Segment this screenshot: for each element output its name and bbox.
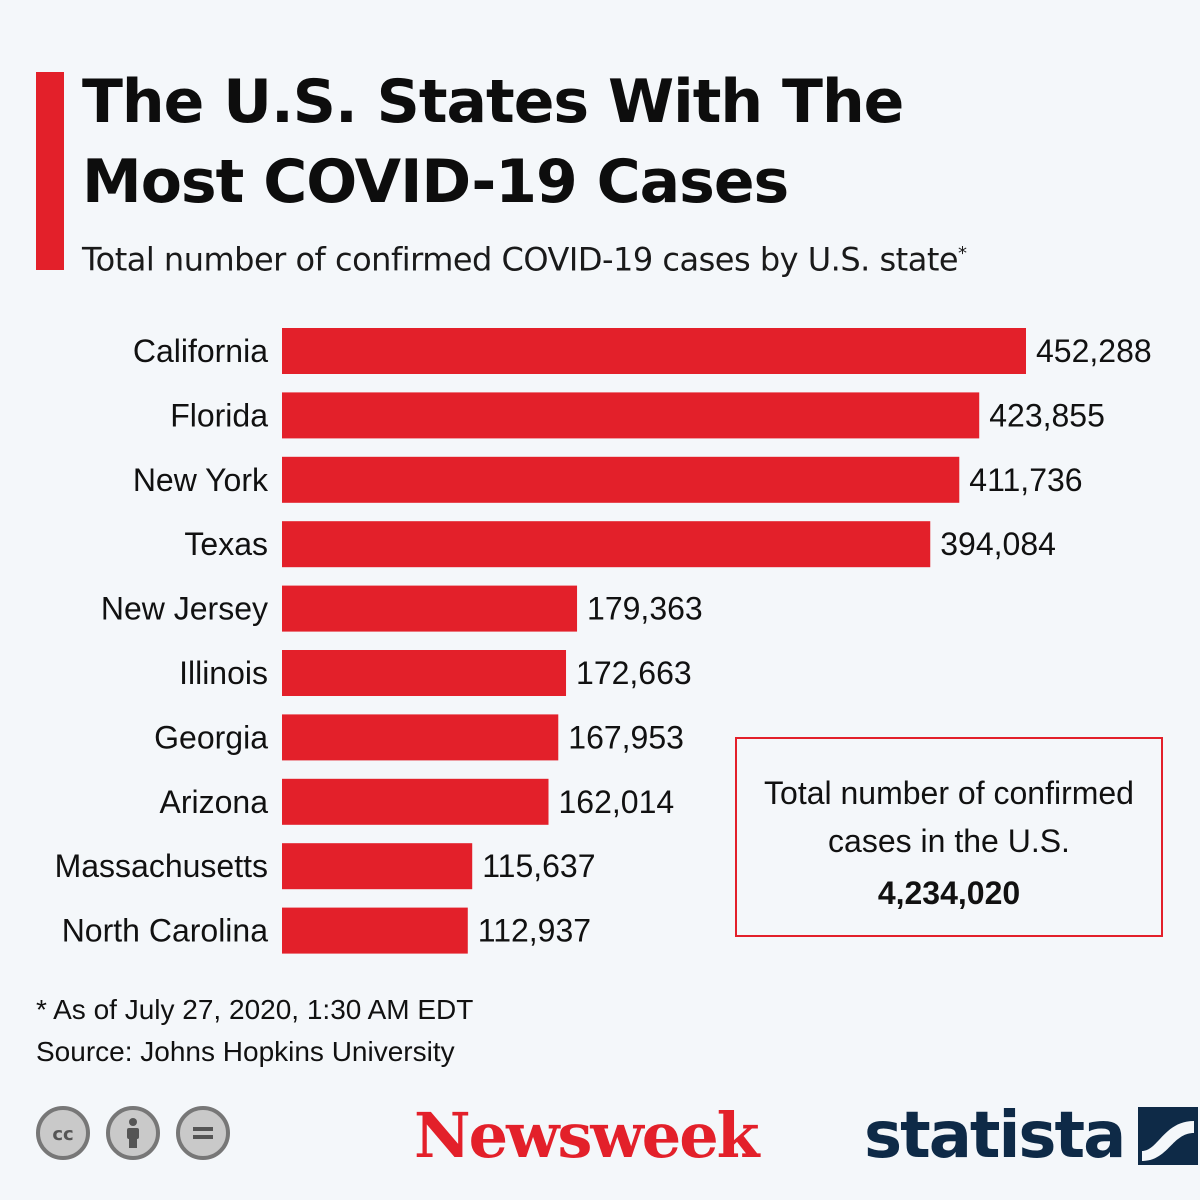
value-label: 115,637 <box>482 848 595 884</box>
no-derivatives-icon[interactable] <box>176 1106 230 1160</box>
bar <box>282 328 1026 374</box>
bar <box>282 907 468 954</box>
bar <box>282 521 931 568</box>
source-note: Source: Johns Hopkins University <box>36 1036 455 1067</box>
chart-subtitle: Total number of confirmed COVID-19 cases… <box>82 232 1082 282</box>
category-label: Florida <box>170 397 268 433</box>
footnote: * As of July 27, 2020, 1:30 AM EDT <box>36 994 474 1025</box>
category-label: California <box>133 333 268 369</box>
subtitle-text: Total number of confirmed COVID-19 cases… <box>82 240 959 279</box>
statista-wordmark: statista <box>864 1099 1126 1173</box>
bar <box>282 778 549 825</box>
category-label: North Carolina <box>62 913 269 949</box>
category-label: New York <box>133 462 269 498</box>
bar <box>282 392 980 439</box>
value-label: 452,288 <box>1036 333 1152 369</box>
value-label: 167,953 <box>568 719 684 755</box>
value-label: 411,736 <box>969 462 1082 498</box>
category-label: Illinois <box>179 655 268 691</box>
category-label: New Jersey <box>101 591 268 627</box>
category-label: Georgia <box>154 719 268 755</box>
license-icons: cc <box>36 1106 230 1160</box>
value-label: 162,014 <box>559 784 675 820</box>
subtitle-asterisk: * <box>958 243 967 264</box>
bar <box>282 456 960 503</box>
cc-icon[interactable]: cc <box>36 1106 90 1160</box>
value-label: 112,937 <box>478 913 591 949</box>
bar <box>282 714 559 761</box>
category-label: Massachusetts <box>55 848 268 884</box>
statista-mark-icon <box>1138 1107 1199 1165</box>
bar <box>282 650 567 696</box>
attribution-icon[interactable] <box>106 1106 160 1160</box>
total-cases-value: 4,234,020 <box>877 875 1021 911</box>
chart-title: The U.S. States With The Most COVID-19 C… <box>82 67 904 217</box>
value-label: 394,084 <box>940 526 1056 562</box>
bar-chart: California 452,288 Florida 423,855 New York 4… <box>55 328 1152 954</box>
value-label: 423,855 <box>989 397 1105 433</box>
svg-text:cc: cc <box>52 1124 73 1145</box>
title-accent-bar <box>36 72 64 270</box>
value-label: 172,663 <box>576 655 692 691</box>
bar <box>282 843 473 890</box>
value-label: 179,363 <box>587 591 703 627</box>
category-label: Texas <box>184 526 268 562</box>
total-cases-box: Total number of confirmed cases in the U… <box>735 737 1163 937</box>
newsweek-logo[interactable]: Newsweek <box>414 1099 760 1172</box>
bar <box>282 585 578 632</box>
total-cases-label: Total number of confirmed cases in the U… <box>764 775 1134 859</box>
statista-logo[interactable]: statista <box>864 1096 1199 1176</box>
category-label: Arizona <box>160 784 269 820</box>
